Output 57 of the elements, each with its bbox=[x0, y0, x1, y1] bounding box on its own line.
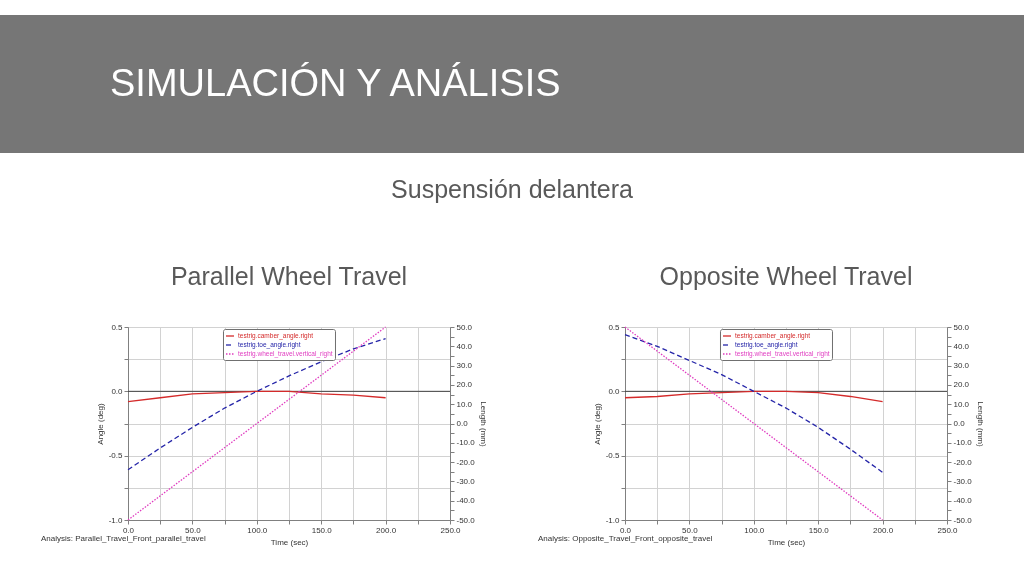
y2-tick-label: -30.0 bbox=[456, 476, 476, 486]
text: Analysis: Opposite_Travel_Front_opposite_travel bbox=[538, 534, 713, 543]
y2-tick-label: 0.0 bbox=[456, 419, 469, 428]
x-tick-label: 250.0 bbox=[937, 525, 959, 535]
x-axis-title: Time (sec) bbox=[270, 537, 309, 547]
y2-tick-label: 40.0 bbox=[953, 341, 970, 351]
x-tick-label: 50.0 bbox=[185, 525, 202, 535]
x-tick-label: 0.0 bbox=[619, 525, 632, 535]
line-series bbox=[127, 390, 387, 403]
y2-tick-label: 10.0 bbox=[456, 399, 473, 409]
y2-tick-label: -50.0 bbox=[456, 515, 476, 525]
text: Analysis: Parallel_Travel_Front_parallel_travel bbox=[41, 534, 206, 543]
y2-tick-label: -10.0 bbox=[953, 438, 973, 448]
y-tick-label: 0.5 bbox=[608, 322, 621, 332]
text: SIMULACIÓN Y ANÁLISIS bbox=[110, 62, 561, 104]
x-tick-label: 0.0 bbox=[122, 525, 135, 535]
chart-title: Parallel Wheel Travel bbox=[170, 262, 408, 290]
y-tick-label: 0.0 bbox=[111, 386, 124, 396]
y2-axis-title: Length (mm) bbox=[478, 401, 488, 447]
line-series bbox=[624, 334, 884, 474]
y-tick-label: -1.0 bbox=[605, 515, 621, 525]
x-tick-label: 50.0 bbox=[682, 525, 699, 535]
y-tick-label: -0.5 bbox=[108, 451, 124, 461]
y-tick-label: -0.5 bbox=[605, 451, 621, 461]
y2-tick-label: -10.0 bbox=[456, 438, 476, 448]
y2-tick-label: -20.0 bbox=[456, 457, 476, 467]
y-tick-label: -1.0 bbox=[108, 515, 124, 525]
y2-tick-label: -50.0 bbox=[953, 515, 973, 525]
y2-tick-label: 30.0 bbox=[456, 361, 473, 371]
y2-axis-title: Length (mm) bbox=[975, 401, 985, 447]
y2-tick-label: 50.0 bbox=[953, 322, 970, 332]
x-tick-label: 150.0 bbox=[311, 525, 333, 535]
y2-tick-label: 0.0 bbox=[953, 419, 966, 428]
text: Suspensión delantera bbox=[391, 175, 634, 203]
y2-tick-label: -20.0 bbox=[953, 457, 973, 467]
y2-tick-label: 20.0 bbox=[953, 380, 970, 390]
x-tick-label: 200.0 bbox=[873, 525, 894, 535]
y2-tick-label: -40.0 bbox=[456, 496, 476, 506]
x-tick-label: 100.0 bbox=[247, 525, 268, 535]
y2-tick-label: -40.0 bbox=[953, 496, 973, 506]
x-tick-label: 100.0 bbox=[744, 525, 765, 535]
y2-tick-label: 40.0 bbox=[456, 341, 473, 351]
x-tick-label: 200.0 bbox=[376, 525, 397, 535]
x-axis-title: Time (sec) bbox=[767, 537, 806, 547]
y2-tick-label: 10.0 bbox=[953, 399, 970, 409]
y-tick-label: 0.0 bbox=[608, 386, 621, 396]
y2-tick-label: -30.0 bbox=[953, 476, 973, 486]
line-series bbox=[624, 390, 884, 403]
y-axis-title: Angle (deg) bbox=[592, 402, 602, 445]
y-tick-label: 0.5 bbox=[111, 322, 124, 332]
chart-title: Opposite Wheel Travel bbox=[659, 262, 913, 290]
y-axis-title: Angle (deg) bbox=[95, 402, 105, 445]
x-tick-label: 150.0 bbox=[808, 525, 830, 535]
x-tick-label: 250.0 bbox=[440, 525, 462, 535]
y2-tick-label: 30.0 bbox=[953, 361, 970, 371]
y2-tick-label: 50.0 bbox=[456, 322, 473, 332]
y2-tick-label: 20.0 bbox=[456, 380, 473, 390]
